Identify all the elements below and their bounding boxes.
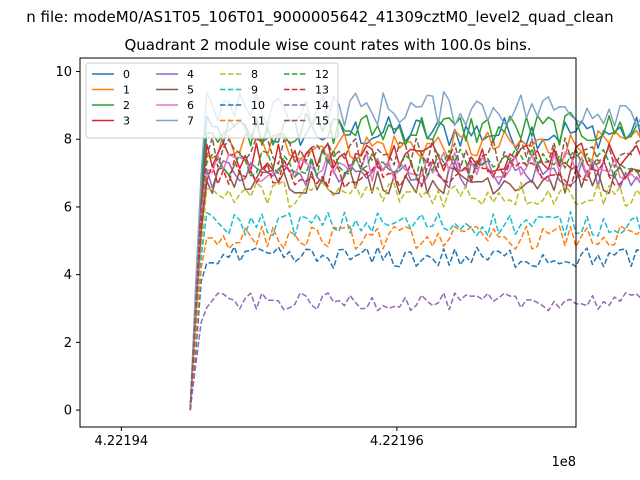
series-line-9 [189, 210, 640, 411]
x-tick-label: 4.22196 [370, 434, 424, 449]
legend-label: 8 [251, 68, 258, 81]
legend-label: 12 [315, 68, 329, 81]
series-line-4 [189, 159, 640, 411]
x-tick-label: 4.22194 [94, 434, 148, 449]
series-line-1 [189, 129, 640, 411]
plot-lines [189, 90, 640, 411]
y-tick-label: 2 [64, 336, 72, 351]
legend-label: 5 [187, 84, 194, 97]
legend-label: 3 [123, 115, 130, 128]
y-tick-label: 0 [64, 404, 72, 419]
y-tick-label: 6 [64, 200, 72, 215]
y-tick-label: 8 [64, 133, 72, 148]
legend-label: 9 [251, 84, 258, 97]
x-axis: 4.221944.221964.221984.222004.222024.222… [94, 427, 424, 449]
chart-title: Quadrant 2 module wise count rates with … [124, 36, 531, 54]
legend-label: 4 [187, 68, 194, 81]
legend-box [85, 62, 339, 139]
y-tick-label: 4 [64, 268, 72, 283]
y-tick-label: 10 [55, 65, 72, 80]
y-axis: 0 2 4 6 8 10 [55, 65, 80, 419]
series-line-14 [189, 292, 640, 411]
legend-label: 7 [187, 115, 194, 128]
legend-label: 11 [251, 115, 265, 128]
series-line-11 [189, 225, 640, 411]
legend-label: 10 [251, 99, 265, 112]
legend-label: 1 [123, 84, 130, 97]
legend-label: 15 [315, 115, 329, 128]
series-line-6 [189, 151, 640, 411]
series-line-15 [189, 136, 640, 411]
series-line-10 [189, 246, 640, 411]
chart-suptitle: n file: modeM0/AS1T05_106T01_9000005642_… [26, 8, 613, 27]
series-line-8 [189, 179, 640, 411]
legend-label: 13 [315, 84, 329, 97]
legend-label: 14 [315, 99, 329, 112]
plot-frame [79, 57, 577, 428]
series-line-0 [189, 115, 640, 411]
x-offset-label: 1e8 [551, 455, 576, 470]
series-line-7 [189, 90, 640, 411]
legend-label: 2 [123, 99, 130, 112]
legend-label: 0 [123, 68, 130, 81]
series-line-12 [189, 147, 640, 411]
series-line-2 [189, 111, 640, 411]
series-line-5 [189, 165, 640, 411]
legend-label: 6 [187, 99, 194, 112]
